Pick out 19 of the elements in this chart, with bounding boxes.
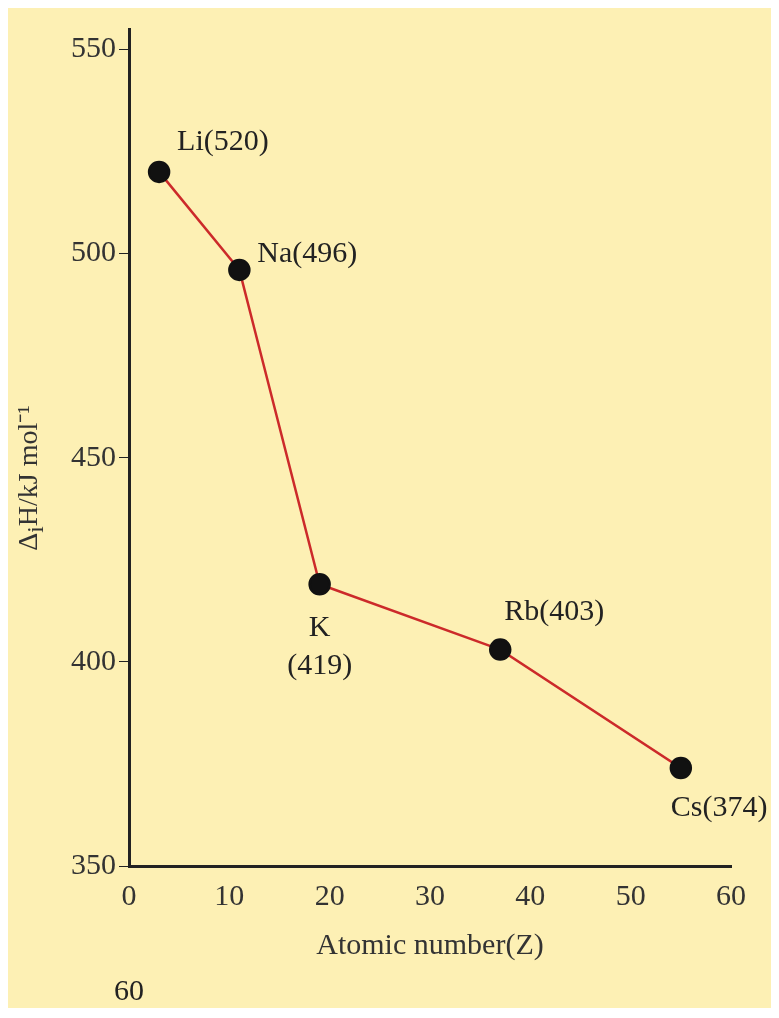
x-tick-label: 50	[615, 877, 646, 911]
data-label: Li(520)	[177, 122, 269, 157]
x-axis-title: Atomic number(Z)	[316, 926, 544, 961]
y-tick-label: 350	[71, 846, 116, 880]
data-label: Cs(374)	[670, 789, 768, 824]
y-tick-label: 450	[71, 438, 116, 472]
y-tick-label: 550	[71, 30, 116, 64]
y-tick-label: 500	[71, 234, 116, 268]
x-tick-label: 40	[515, 877, 546, 911]
y-tick-label: 400	[71, 642, 116, 676]
text: 60	[114, 973, 144, 1006]
x-tick-label: 0	[121, 877, 137, 911]
data-label: Rb(403)	[504, 592, 605, 627]
x-tick-label: 60	[716, 877, 746, 911]
data-label: K (419)	[287, 609, 353, 682]
x-tick-label: 30	[415, 877, 445, 911]
x-tick-label: 10	[214, 877, 245, 911]
data-label: Na(496)	[257, 234, 358, 269]
x-tick-label: 20	[314, 877, 345, 911]
